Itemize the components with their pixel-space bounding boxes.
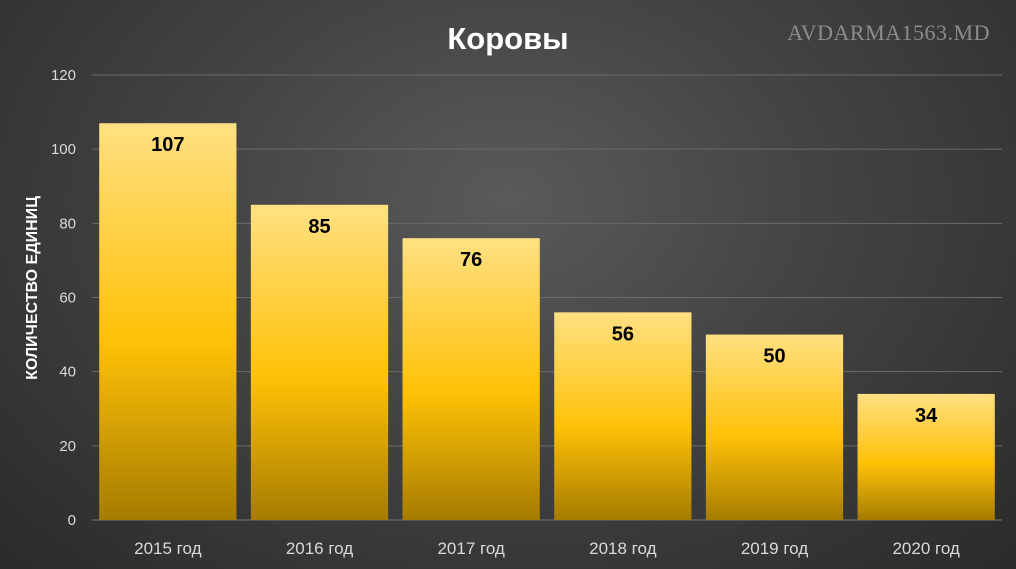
x-tick-label: 2017 год <box>437 539 504 558</box>
y-tick-label: 120 <box>51 67 76 84</box>
data-labels: 107 85 76 56 50 34 <box>151 134 938 427</box>
data-label: 85 <box>308 216 330 238</box>
y-axis-ticks: 0 20 40 60 80 100 120 <box>51 67 76 529</box>
chart-title: Коровы <box>447 21 568 56</box>
bar-2018-год <box>554 312 692 520</box>
x-tick-label: 2016 год <box>286 539 353 558</box>
y-tick-label: 40 <box>59 364 76 381</box>
bar-2015-год <box>99 123 237 520</box>
y-tick-label: 20 <box>59 438 76 455</box>
x-tick-label: 2020 год <box>892 539 959 558</box>
x-axis-ticks: 2015 год 2016 год 2017 год 2018 год 2019 год… <box>134 539 960 558</box>
y-tick-label: 80 <box>59 215 76 232</box>
y-axis-label: КОЛИЧЕСТВО ЕДИНИЦ <box>24 196 41 380</box>
data-label: 50 <box>763 346 785 368</box>
y-tick-label: 0 <box>68 512 76 529</box>
y-tick-label: 100 <box>51 141 76 158</box>
gridlines <box>92 74 1002 521</box>
y-tick-label: 60 <box>59 290 76 307</box>
x-tick-label: 2019 год <box>741 539 808 558</box>
bar-2020-год <box>857 393 995 520</box>
bar-2019-год <box>705 334 844 520</box>
data-label: 56 <box>612 323 634 345</box>
x-tick-label: 2018 год <box>589 539 656 558</box>
bar-2017-год <box>402 238 540 520</box>
data-label: 34 <box>915 405 938 427</box>
bars <box>99 123 995 520</box>
watermark: AVDARMA1563.MD <box>787 20 990 45</box>
x-tick-label: 2015 год <box>134 539 201 558</box>
data-label: 76 <box>460 249 482 271</box>
bar-2016-год <box>250 204 389 520</box>
data-label: 107 <box>151 134 184 156</box>
